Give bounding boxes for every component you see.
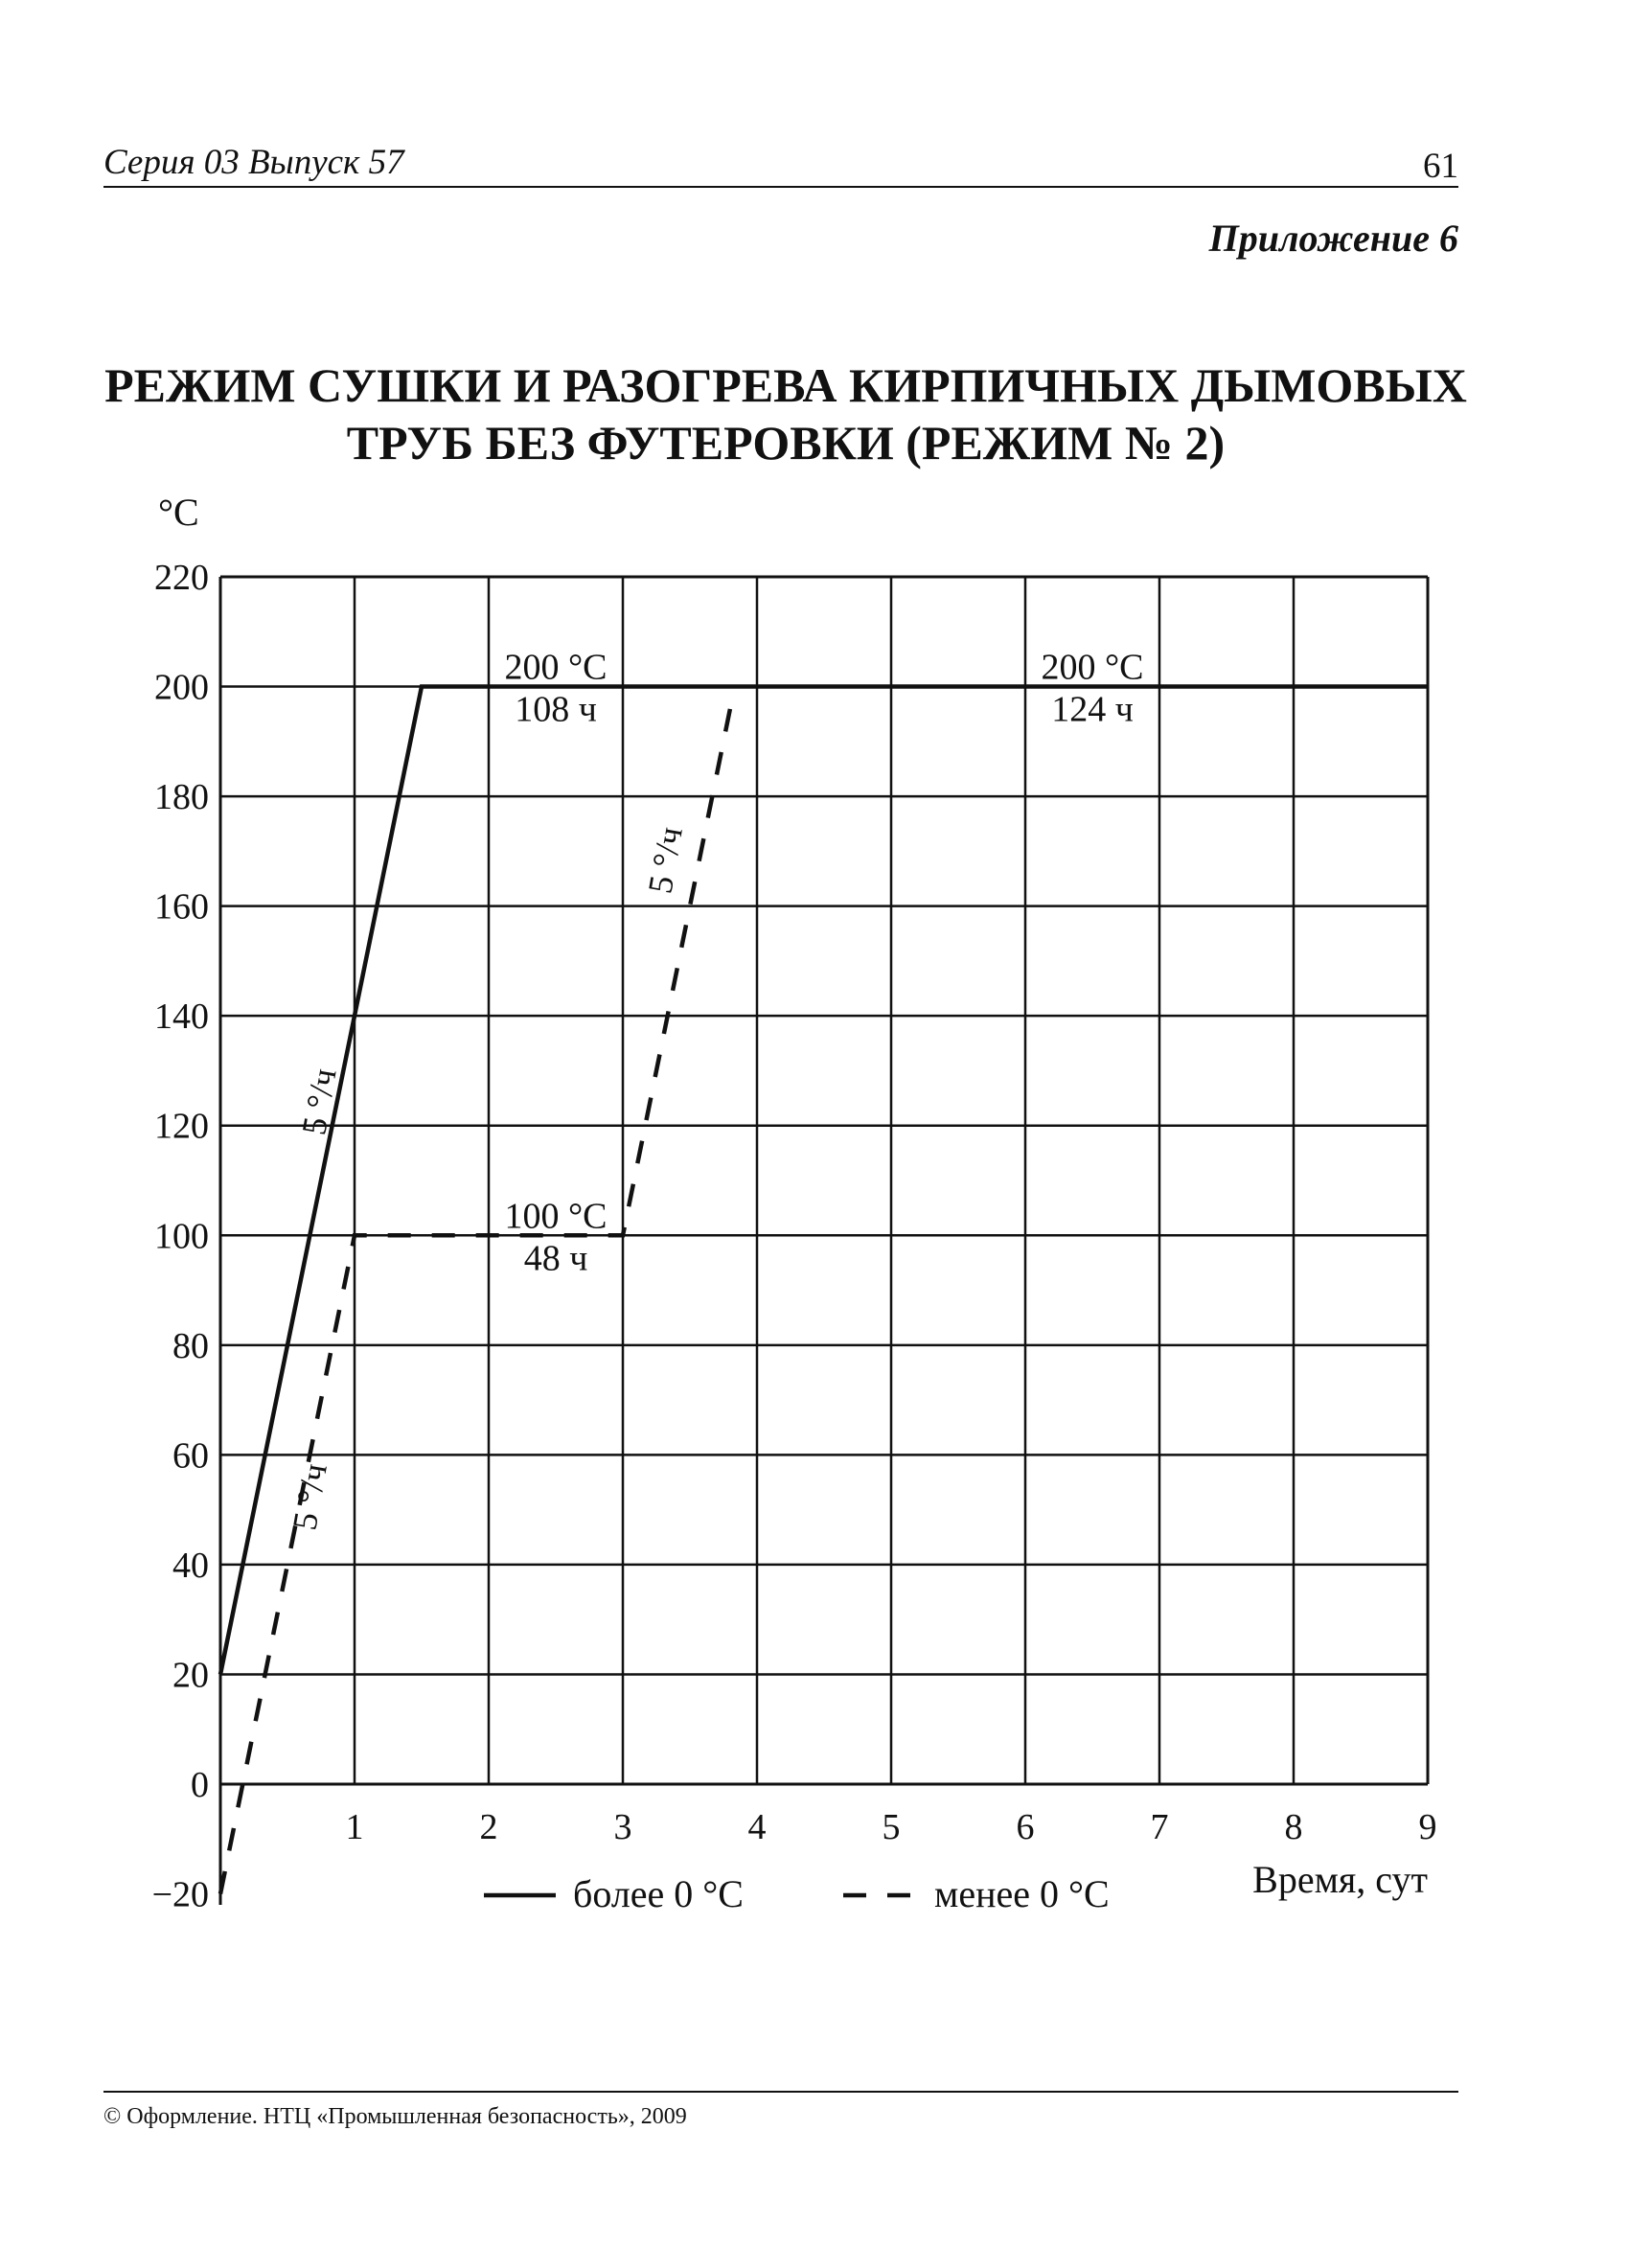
annotation-duration: 48 ч [524,1238,588,1278]
annotation-rate: 5 °/ч [294,1065,343,1137]
series-below-zero-line [218,708,733,1894]
x-tick-label: 2 [480,1807,498,1847]
header-rule [103,186,1458,188]
x-axis-label: Время, сут [1252,1858,1428,1901]
page-title-line-1: РЕЖИМ СУШКИ И РАЗОГРЕВА КИРПИЧНЫХ ДЫМОВЫ… [104,358,1467,412]
header-series: Серия 03 Выпуск 57 [103,143,404,182]
y-axis-label: °C [158,491,199,534]
annotation-temperature: 100 °С [504,1196,607,1236]
annotation-rate: 5 °/ч [285,1460,333,1532]
y-tick-label: 200 [154,668,209,708]
annotation-temperature: 200 °С [504,648,607,688]
x-tick-label: 6 [1017,1807,1035,1847]
y-tick-label: 120 [154,1107,209,1147]
page-title-line-2: ТРУБ БЕЗ ФУТЕРОВКИ (РЕЖИМ № 2) [346,416,1226,470]
y-tick-label: 60 [172,1435,209,1476]
series-above-zero-line [218,684,1428,1675]
annotation-duration: 124 ч [1051,690,1134,730]
x-tick-label: 8 [1285,1807,1303,1847]
annotation-rate: 5 °/ч [640,824,689,896]
y-tick-label: 140 [154,997,209,1037]
y-tick-label: 40 [172,1546,209,1586]
page-number: 61 [1423,147,1458,186]
y-tick-label: −20 [152,1875,209,1915]
appendix-label: Приложение 6 [1208,217,1458,260]
footer-copyright: © Оформление. НТЦ «Промышленная безопасн… [103,2104,687,2129]
annotation-temperature: 200 °С [1041,648,1143,688]
x-tick-label: 9 [1419,1807,1437,1847]
y-tick-label: 80 [172,1326,209,1366]
x-tick-label: 1 [346,1807,364,1847]
annotation-duration: 108 ч [515,690,597,730]
x-tick-label: 5 [883,1807,901,1847]
y-tick-label: 20 [172,1655,209,1695]
footer-rule [103,2091,1458,2093]
x-tick-label: 3 [614,1807,632,1847]
legend-solid-label: более 0 °С [573,1872,744,1915]
y-tick-label: 220 [154,558,209,598]
x-tick-label: 4 [748,1807,767,1847]
x-tick-label: 7 [1151,1807,1169,1847]
legend-dashed-label: менее 0 °С [934,1872,1110,1915]
y-tick-label: 0 [191,1765,209,1805]
y-tick-label: 180 [154,777,209,817]
y-tick-label: 100 [154,1216,209,1256]
y-tick-label: 160 [154,887,209,928]
